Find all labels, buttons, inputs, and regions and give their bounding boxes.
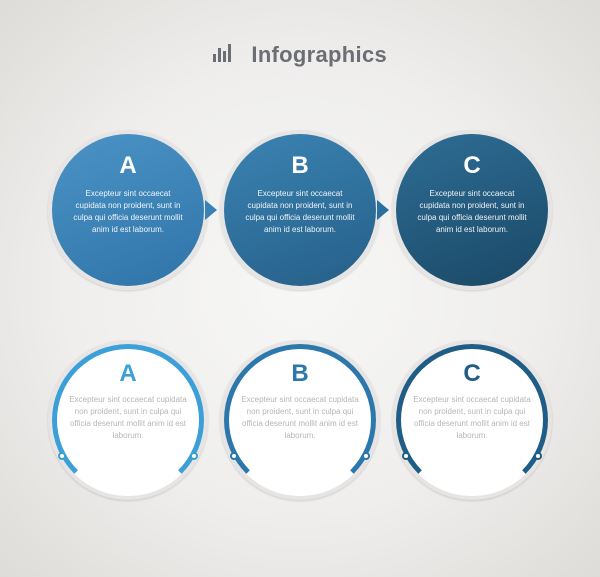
disk: B Excepteur sint occaecat cupidata non p… [224,134,376,286]
arrow-right-icon [377,200,389,220]
step-body: Excepteur sint occaecat cupidata non pro… [396,180,548,236]
dot-left-icon [58,452,66,460]
disk: A Excepteur sint occaecat cupidata non p… [52,134,204,286]
step-body: Excepteur sint occaecat cupidata non pro… [224,180,376,236]
dot-right-icon [190,452,198,460]
step-letter: C [463,152,480,180]
dot-left-icon [230,452,238,460]
step-a-filled: A Excepteur sint occaecat cupidata non p… [48,130,208,290]
step-body: Excepteur sint occaecat cupidata non pro… [66,394,190,442]
bar-chart-icon [213,44,233,67]
step-a-outline: A Excepteur sint occaecat cupidata non p… [48,340,208,500]
dot-left-icon [402,452,410,460]
dot-right-icon [362,452,370,460]
row-outline: A Excepteur sint occaecat cupidata non p… [0,340,600,500]
step-b-outline: B Excepteur sint occaecat cupidata non p… [220,340,380,500]
arrow-right-icon [205,200,217,220]
step-body: Excepteur sint occaecat cupidata non pro… [52,180,204,236]
dot-right-icon [534,452,542,460]
step-body: Excepteur sint occaecat cupidata non pro… [410,394,534,442]
step-body: Excepteur sint occaecat cupidata non pro… [238,394,362,442]
header: Infographics [0,42,600,68]
row-filled: A Excepteur sint occaecat cupidata non p… [0,130,600,290]
step-letter: C [392,360,552,388]
step-letter: B [220,360,380,388]
disk: C Excepteur sint occaecat cupidata non p… [396,134,548,286]
step-b-filled: B Excepteur sint occaecat cupidata non p… [220,130,380,290]
step-c-filled: C Excepteur sint occaecat cupidata non p… [392,130,552,290]
step-letter: A [48,360,208,388]
page-title: Infographics [251,42,387,68]
step-letter: A [119,152,136,180]
step-letter: B [291,152,308,180]
step-c-outline: C Excepteur sint occaecat cupidata non p… [392,340,552,500]
